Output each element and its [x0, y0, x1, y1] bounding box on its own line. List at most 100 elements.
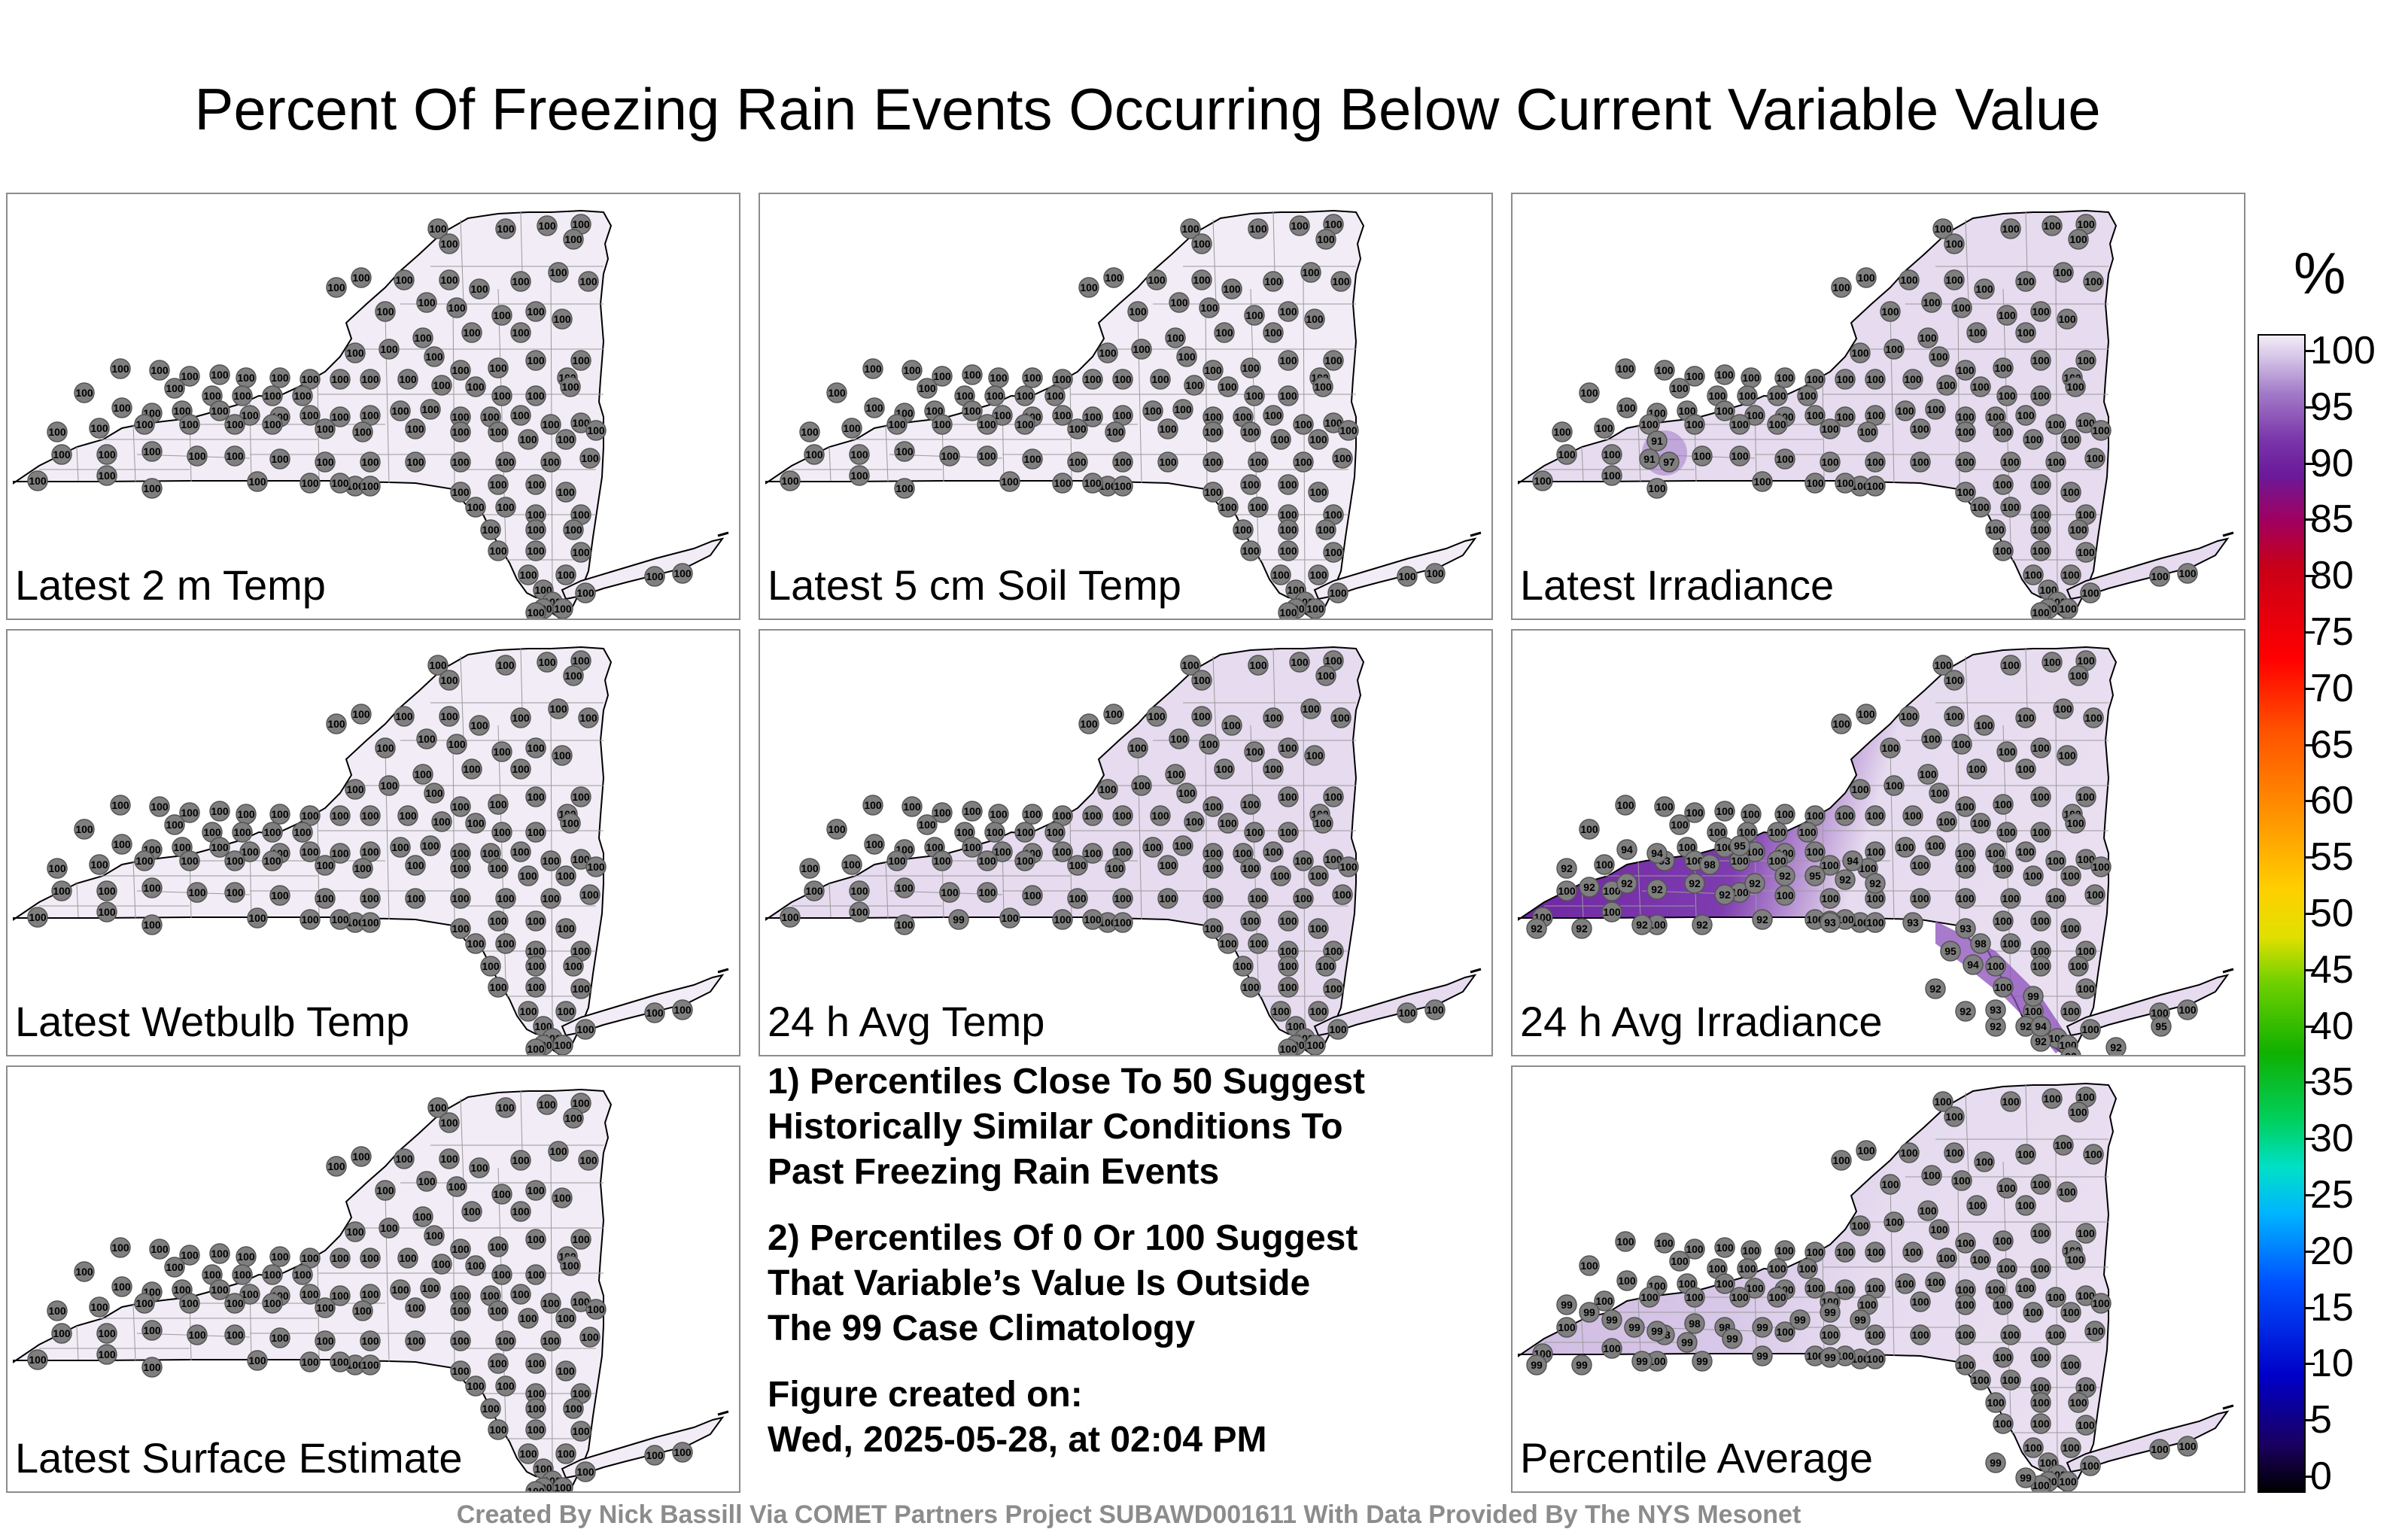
station-marker: 100: [179, 850, 200, 871]
station-marker: 100: [375, 301, 396, 322]
station-marker: 99: [1624, 1317, 1645, 1338]
station-dot: [1067, 451, 1088, 473]
station-value: 100: [1956, 486, 1975, 498]
station-marker: 100: [525, 941, 546, 962]
station-value: 100: [1671, 382, 1689, 394]
station-dot: [405, 1297, 426, 1318]
station-marker: 100: [1157, 451, 1178, 473]
station-value: 100: [850, 448, 868, 460]
station-dot: [540, 1330, 561, 1351]
station-dot: [1985, 1392, 2006, 1413]
station-marker: 100: [917, 378, 938, 399]
station-marker: 100: [2030, 786, 2051, 807]
station-dot: [552, 1477, 573, 1491]
county-line: [829, 446, 832, 482]
station-value: 99: [1651, 1325, 1663, 1337]
station-value: 100: [1178, 351, 1196, 363]
station-value: 100: [406, 1302, 424, 1314]
station-dot: [1323, 786, 1344, 807]
station-marker: 100: [1774, 1321, 1795, 1342]
station-dot: [1131, 775, 1152, 796]
station-marker: 100: [360, 1284, 381, 1305]
station-marker: 100: [1835, 406, 1856, 427]
station-value: 100: [1151, 810, 1169, 822]
station-dot: [465, 376, 486, 397]
station-value: 100: [1106, 862, 1124, 874]
station-dot: [1744, 1278, 1765, 1299]
station-value: 100: [1272, 433, 1290, 445]
station-marker: 100: [2057, 1471, 2078, 1491]
station-value: 100: [1866, 373, 1884, 385]
station-marker: 100: [570, 978, 591, 999]
station-marker: 100: [540, 850, 561, 871]
station-dot: [1692, 914, 1713, 935]
station-dot: [1263, 758, 1284, 780]
station-value: 100: [376, 1184, 394, 1196]
station-marker: 100: [299, 473, 321, 494]
station-marker: 100: [1884, 1211, 1905, 1233]
station-marker: 100: [1767, 414, 1788, 435]
station-value: 100: [352, 1150, 370, 1163]
colorbar-tick-label: 80: [2310, 554, 2354, 598]
station-dot: [450, 451, 471, 473]
station-marker: 100: [491, 1264, 512, 1285]
station-dot: [330, 805, 351, 826]
station-value: 100: [1923, 733, 1941, 745]
station-dot: [469, 1157, 490, 1178]
station-dot: [1105, 858, 1126, 879]
station-dot: [1289, 215, 1310, 236]
station-value: 100: [1069, 892, 1087, 904]
station-marker: 100: [330, 1248, 351, 1269]
station-marker: 100: [864, 397, 885, 418]
station-marker: 100: [1921, 1165, 1942, 1186]
station-value: 99: [1628, 1321, 1640, 1333]
station-dot: [1993, 910, 2014, 932]
station-marker: 100: [1707, 385, 1728, 406]
colorbar-tick-mark: [2304, 1081, 2315, 1084]
station-value: 100: [1558, 448, 1576, 460]
station-value: 100: [406, 859, 424, 871]
station-marker: 100: [1315, 229, 1336, 250]
station-value: 100: [1023, 453, 1041, 465]
station-value: 100: [226, 855, 244, 867]
station-value: 100: [1956, 862, 1975, 874]
station-marker: 100: [224, 882, 245, 903]
station-value: 100: [448, 1181, 466, 1193]
station-value: 100: [1204, 923, 1222, 935]
station-value: 100: [1836, 913, 1854, 926]
station-value: 100: [1324, 945, 1342, 957]
station-value: 100: [843, 859, 861, 871]
station-value: 100: [1294, 418, 1312, 430]
station-marker: 100: [1804, 405, 1826, 426]
station-marker: 100: [360, 912, 381, 933]
station-marker: 100: [525, 519, 546, 540]
station-marker: 99: [2023, 986, 2044, 1007]
station-value: 100: [1994, 981, 2012, 993]
station-value: 100: [941, 450, 959, 462]
station-dot: [1929, 346, 1950, 367]
station-value: 100: [850, 906, 868, 918]
station-value: 100: [2178, 567, 2197, 579]
station-value: 100: [467, 501, 485, 513]
station-dot: [1865, 912, 1886, 933]
station-marker: 99: [948, 909, 969, 930]
station-dot: [1338, 420, 1359, 441]
station-dot: [1248, 451, 1269, 473]
station-marker: 100: [1684, 1239, 1705, 1260]
station-value: 100: [2081, 587, 2099, 599]
station-dot: [1278, 385, 1299, 406]
station-value: 100: [1294, 855, 1312, 867]
station-marker: 100: [1202, 796, 1224, 817]
station-marker: 100: [2030, 504, 2051, 525]
station-marker: 100: [2023, 1302, 2044, 1323]
station-dot: [1970, 933, 1991, 954]
station-value: 100: [1776, 453, 1794, 465]
station-dot: [525, 1398, 546, 1419]
station-marker: 100: [1082, 406, 1103, 427]
station-value: 100: [561, 381, 579, 393]
station-value: 100: [1159, 859, 1177, 871]
station-marker: 100: [1022, 804, 1043, 825]
station-marker: 100: [518, 1308, 539, 1329]
station-dot: [326, 713, 347, 734]
